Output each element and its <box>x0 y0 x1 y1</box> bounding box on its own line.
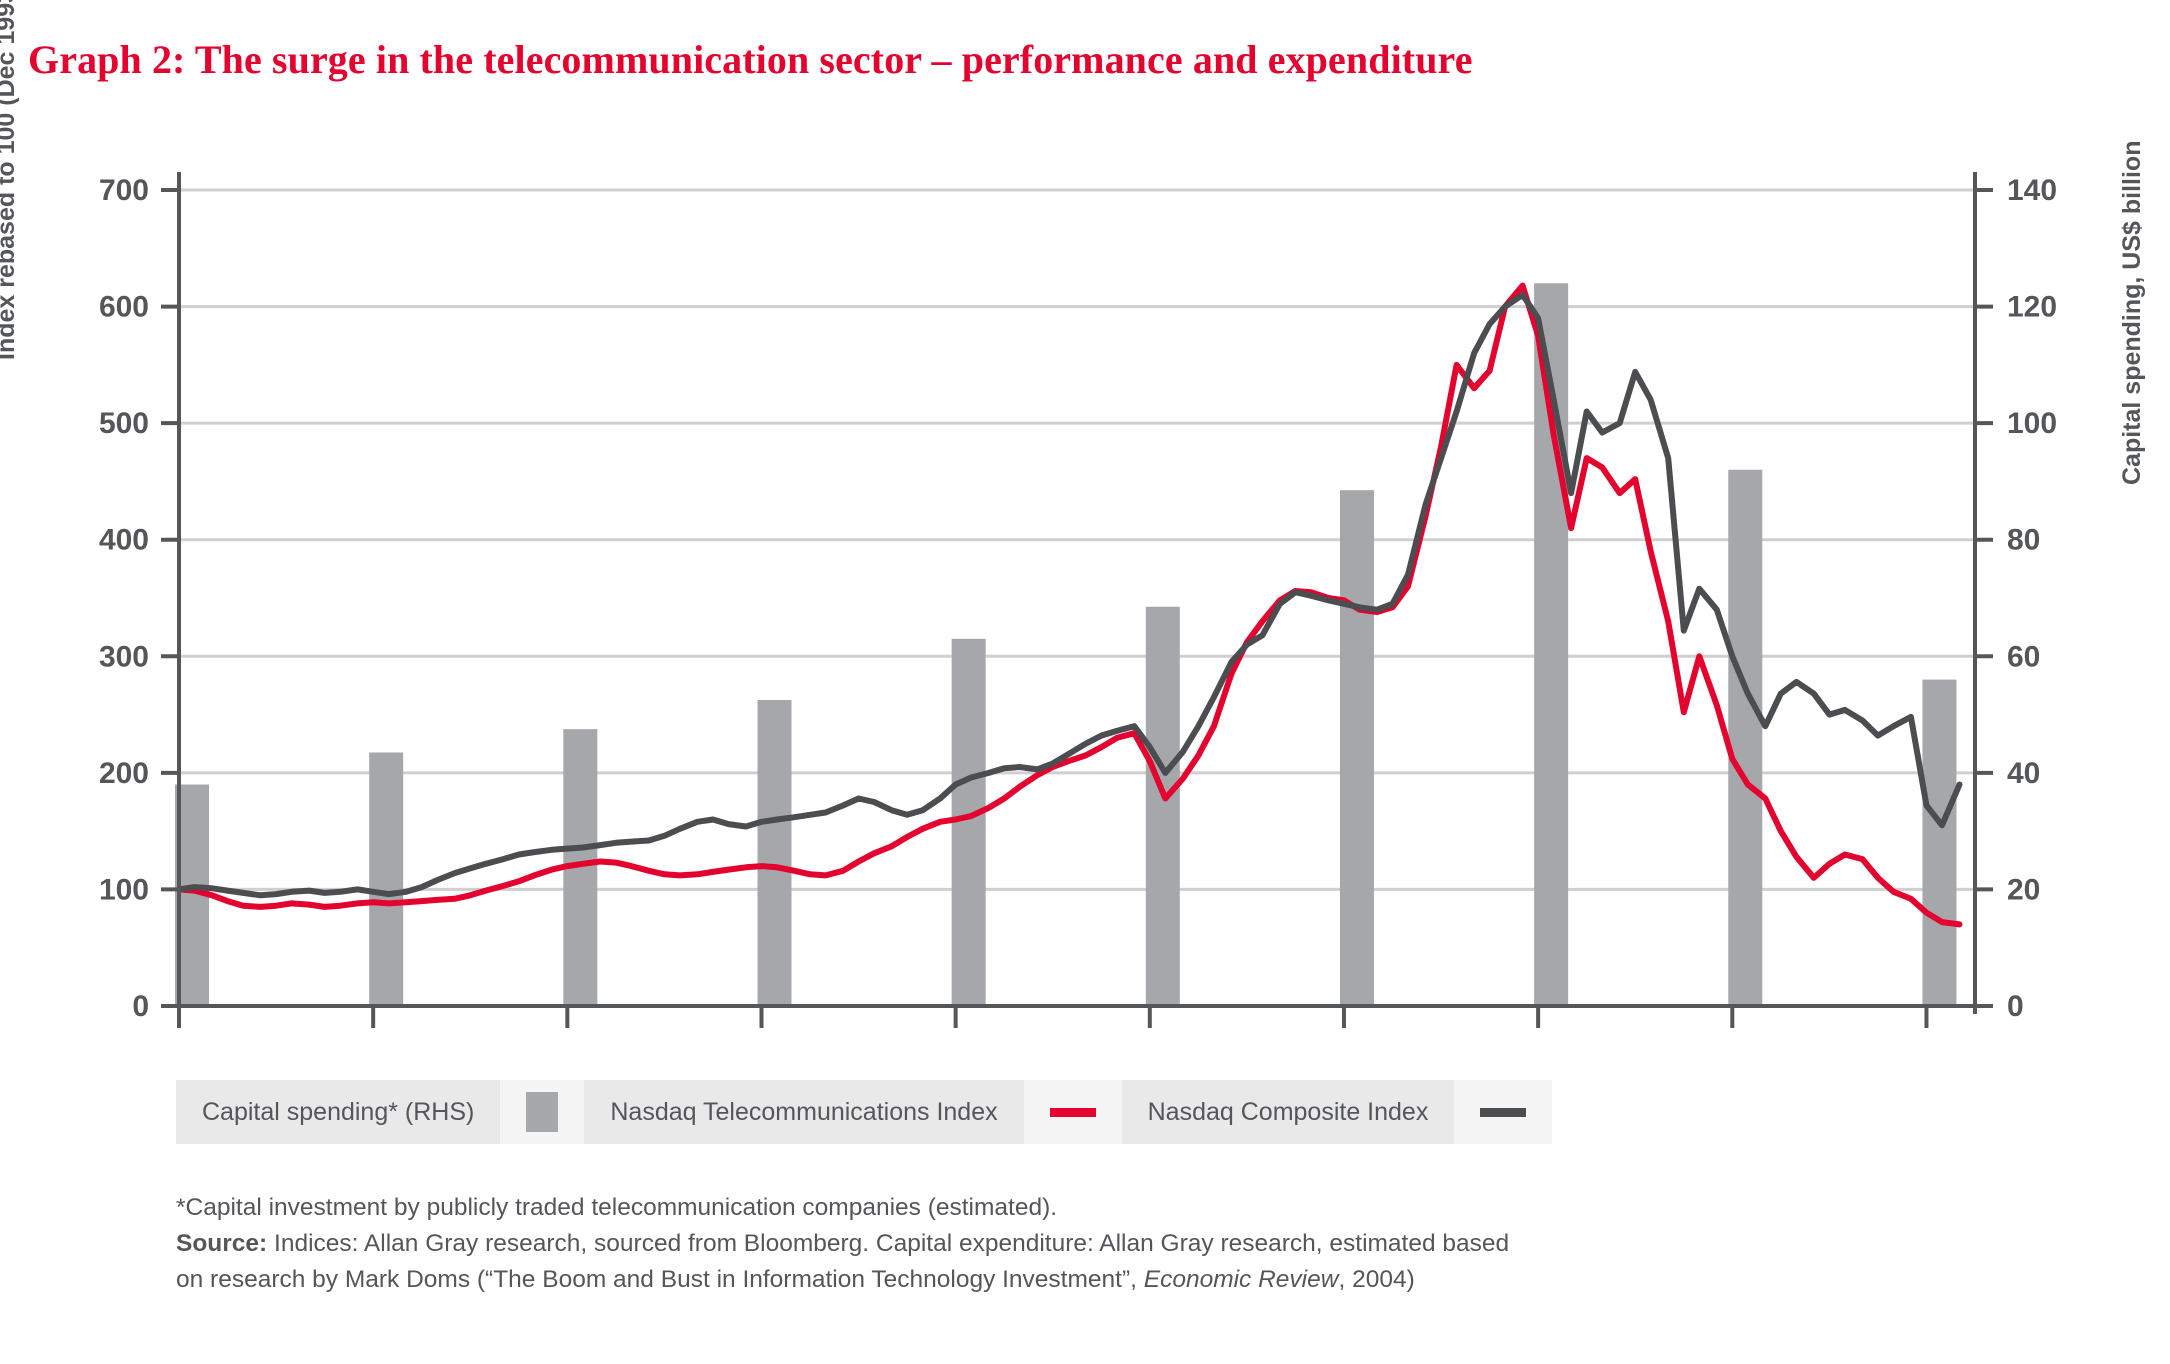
svg-text:40: 40 <box>2007 757 2040 790</box>
left-axis-title: Index rebased to 100 (Dec 1993) <box>0 0 20 360</box>
bar-capital-spending <box>369 752 404 1006</box>
chart-footnotes: *Capital investment by publicly traded t… <box>176 1190 2026 1298</box>
legend-item-nasdaq-composite[interactable]: Nasdaq Composite Index <box>1121 1080 1455 1144</box>
source-year: , 2004) <box>1338 1266 1415 1293</box>
svg-text:100: 100 <box>99 873 149 906</box>
bar-swatch-icon <box>526 1092 559 1132</box>
source-text-cont: on research by Mark Doms (“The Boom and … <box>176 1266 1144 1293</box>
bar-capital-spending <box>951 638 986 1006</box>
legend-label-nasdaq-composite: Nasdaq Composite Index <box>1147 1097 1429 1126</box>
svg-text:400: 400 <box>99 524 149 557</box>
legend-label-capital-spending: Capital spending* (RHS) <box>202 1097 475 1126</box>
svg-text:600: 600 <box>99 291 149 324</box>
bar-capital-spending <box>757 700 792 1006</box>
svg-text:0: 0 <box>2007 990 2024 1023</box>
legend-swatch-capital-spending <box>500 1080 585 1144</box>
bar-capital-spending <box>1339 490 1374 1007</box>
svg-text:200: 200 <box>99 757 149 790</box>
source-text: Indices: Allan Gray research, sourced fr… <box>267 1230 1510 1257</box>
svg-text:120: 120 <box>2007 291 2057 324</box>
series-line-0 <box>176 282 1963 928</box>
source-label: Source: <box>176 1230 268 1257</box>
svg-text:500: 500 <box>99 407 149 440</box>
series-line-1 <box>176 291 1963 899</box>
chart-svg: 0 100 200 300 400 500 600 700 0 20 40 60 80 100 120 140… <box>99 172 2057 1028</box>
legend-item-nasdaq-telecom[interactable]: Nasdaq Telecommunications Index <box>584 1080 1024 1144</box>
source-publication: Economic Review <box>1143 1266 1339 1293</box>
legend-swatch-nasdaq-telecom <box>1023 1080 1122 1144</box>
right-axis-title: Capital spending, US$ billion <box>2118 140 2146 485</box>
bar-capital-spending <box>1922 679 1957 1006</box>
bar-capital-spending <box>1728 469 1763 1006</box>
bar-capital-spending <box>1145 606 1180 1006</box>
line-red-swatch-icon <box>1049 1107 1096 1117</box>
legend-label-nasdaq-telecom: Nasdaq Telecommunications Index <box>610 1097 998 1126</box>
legend-item-capital-spending[interactable]: Capital spending* (RHS) <box>176 1080 501 1144</box>
svg-text:20: 20 <box>2007 873 2040 906</box>
chart-legend: Capital spending* (RHS) Nasdaq Telecommu… <box>176 1080 1553 1144</box>
footnote-line-1: *Capital investment by publicly traded t… <box>176 1194 1058 1221</box>
page-title: Graph 2: The surge in the telecommunicat… <box>28 37 1473 82</box>
svg-text:80: 80 <box>2007 524 2040 557</box>
svg-text:300: 300 <box>99 640 149 673</box>
footnote-line-2: Source: Indices: Allan Gray research, so… <box>176 1226 2026 1262</box>
svg-text:60: 60 <box>2007 640 2040 673</box>
footnote-line-3: on research by Mark Doms (“The Boom and … <box>176 1262 2026 1298</box>
svg-text:100: 100 <box>2007 407 2057 440</box>
chart-area: Index rebased to 100 (Dec 1993) Capital … <box>0 0 2170 1030</box>
svg-text:140: 140 <box>2007 174 2057 207</box>
svg-text:700: 700 <box>99 174 149 207</box>
svg-text:0: 0 <box>132 990 149 1023</box>
legend-swatch-nasdaq-composite <box>1454 1080 1553 1144</box>
line-dark-swatch-icon <box>1480 1107 1527 1117</box>
